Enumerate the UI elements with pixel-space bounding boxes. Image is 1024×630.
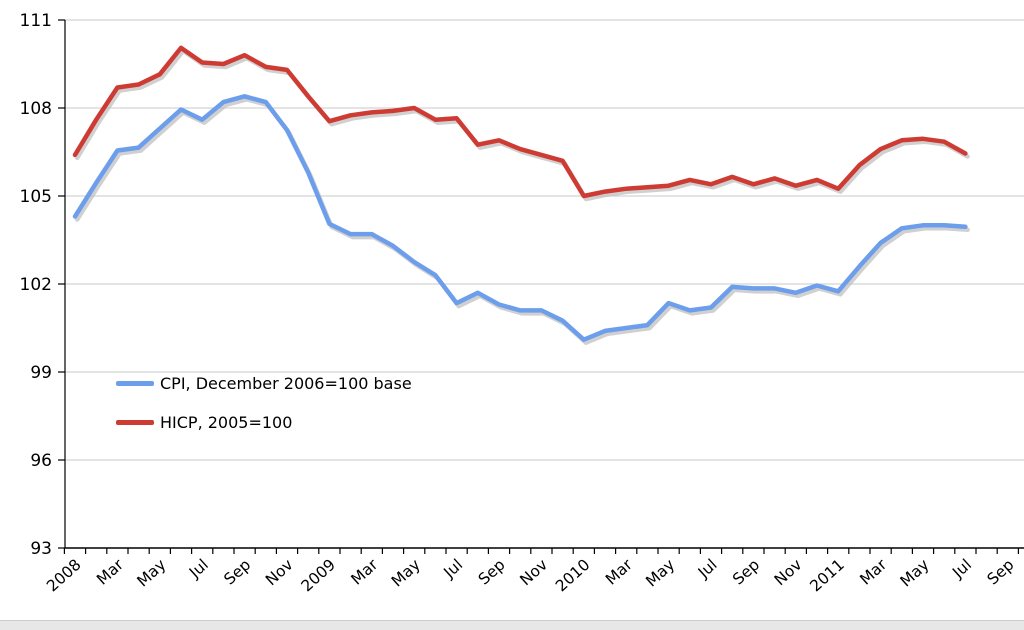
x-axis-tick-label: May — [388, 556, 424, 591]
x-axis-tick-label: 2008 — [43, 556, 84, 596]
x-axis-tick-label: Sep — [984, 556, 1018, 589]
x-axis-tick-label: Mar — [93, 555, 127, 588]
x-axis-tick-label: Jul — [948, 556, 975, 583]
x-axis-tick-label: May — [134, 556, 170, 591]
x-axis-tick-label: Sep — [221, 556, 255, 589]
hicp-line — [72, 45, 968, 199]
x-axis-tick-label: Mar — [856, 555, 890, 588]
y-axis-tick-label: 105 — [20, 187, 52, 207]
x-axis-tick-label: Mar — [348, 555, 382, 588]
y-axis-tick-label: 111 — [20, 11, 52, 31]
y-axis-tick-label: 96 — [30, 451, 52, 471]
x-axis-tick-label: 2010 — [552, 556, 593, 596]
cpi-line-shadow — [74, 97, 970, 345]
legend-label-cpi: CPI, December 2006=100 base — [160, 373, 412, 393]
hicp-line-swatch — [116, 419, 154, 425]
cpi-line — [72, 94, 968, 342]
y-axis-tick-label: 93 — [30, 539, 52, 559]
x-axis-tick-label: Sep — [729, 556, 763, 589]
cpi-line-swatch — [116, 380, 154, 386]
x-axis-tick-label: 2009 — [298, 556, 339, 596]
hicp-line-shadow — [74, 48, 970, 202]
y-axis-tick-label: 108 — [20, 99, 52, 119]
x-axis-tick-label: Nov — [771, 556, 806, 590]
x-axis-tick-label: May — [642, 556, 678, 591]
x-axis-tick-label: Nov — [517, 556, 552, 590]
y-axis-tick-label: 102 — [20, 275, 52, 295]
x-axis-tick-label: Nov — [262, 556, 297, 590]
x-axis-tick-label: Jul — [440, 556, 467, 583]
x-axis-tick-label: Sep — [475, 556, 509, 589]
x-axis-tick-label: Jul — [185, 556, 212, 583]
window-bottom-bar — [0, 620, 1024, 630]
legend-label-hicp: HICP, 2005=100 — [160, 412, 293, 432]
x-axis-tick-label: Mar — [602, 555, 636, 588]
legend: CPI, December 2006=100 base HICP, 2005=1… — [116, 372, 412, 433]
x-axis-tick-label: May — [897, 556, 933, 591]
x-axis-tick-label: Jul — [694, 556, 721, 583]
legend-item-hicp: HICP, 2005=100 — [116, 411, 412, 433]
x-axis-tick-label: 2011 — [807, 556, 848, 596]
y-axis-tick-label: 99 — [30, 363, 52, 383]
legend-item-cpi: CPI, December 2006=100 base — [116, 372, 412, 394]
